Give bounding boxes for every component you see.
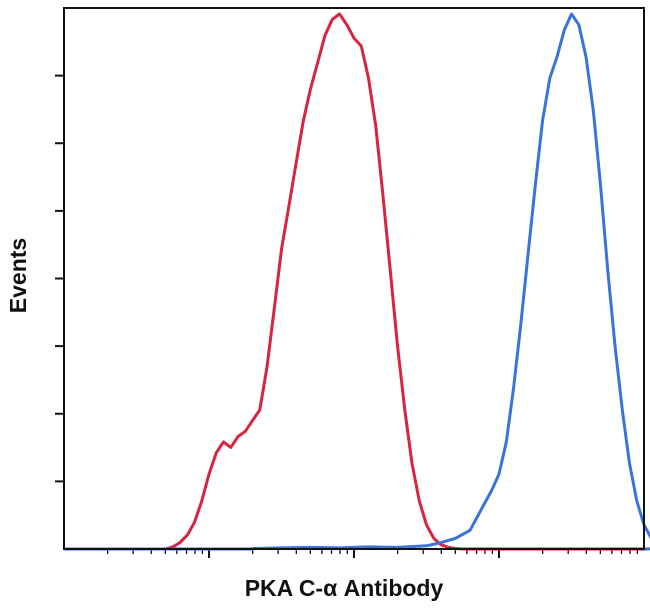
plot-area xyxy=(64,12,650,551)
series-line-1 xyxy=(64,12,644,551)
plot-frame xyxy=(63,7,645,550)
y-axis-title: Events xyxy=(5,238,31,313)
axis-ticks xyxy=(55,74,639,558)
series-line-2 xyxy=(64,12,650,551)
x-axis-title: PKA C-α Antibody xyxy=(245,575,444,601)
